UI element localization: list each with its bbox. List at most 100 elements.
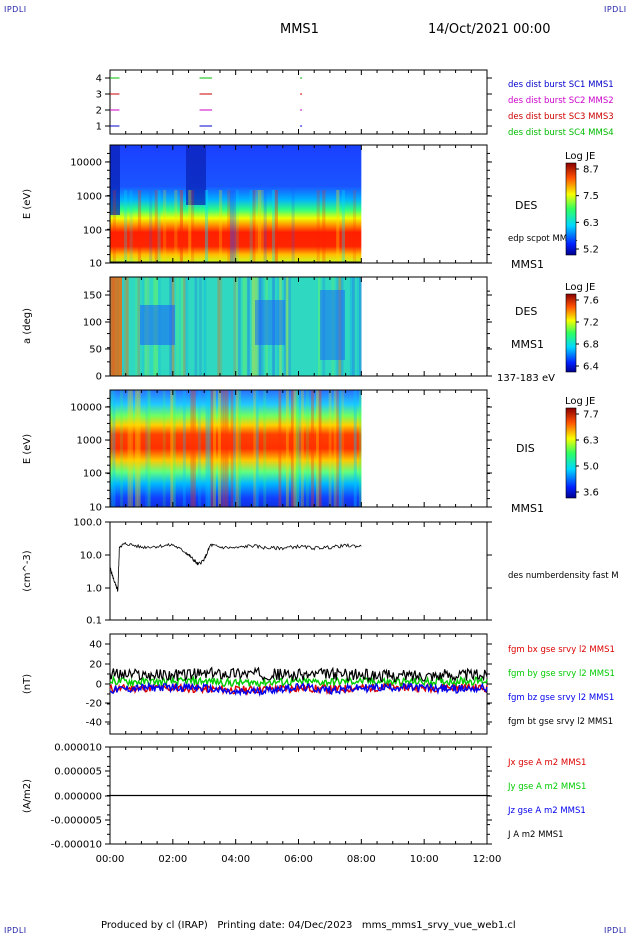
dis-energy-stripe	[223, 390, 227, 507]
dis-energy-stripe	[190, 390, 194, 507]
time-axis-tick-label: 12:00	[473, 854, 502, 865]
dis-energy-stripe	[298, 390, 302, 507]
dis-energy-stripe	[205, 390, 209, 507]
des-pitch-stripe	[194, 277, 198, 376]
des-energy-colorbar-label: 7.5	[583, 191, 599, 202]
bfield-ytick-label: 20	[89, 660, 102, 671]
dis-energy-stripe	[338, 390, 342, 507]
des-pitch-instrument-label: DES	[515, 305, 537, 318]
des-energy-stripe	[227, 190, 231, 263]
des-pitch-stripe	[176, 277, 179, 376]
dis-energy-stripe	[210, 390, 214, 507]
des-pitch-spacecraft-label: MMS1	[511, 338, 544, 351]
des-pitch-ylabel: a (deg)	[22, 308, 33, 344]
des-pitch-stripe	[247, 277, 250, 376]
des-energy-stripe	[204, 190, 209, 263]
des-energy-stripe	[336, 190, 340, 263]
des-pitch-ytick-label: 0	[96, 372, 102, 383]
des-pitch-colorbar-label: 7.6	[583, 296, 599, 307]
current-legend-by: Jy gse A m2 MMS1	[507, 782, 586, 792]
dis-energy-stripe	[197, 390, 201, 507]
des-pitch-stripe	[203, 277, 207, 376]
burst-legend-entry: des dist burst SC4 MMS4	[508, 128, 614, 138]
des-energy-panel: 10000 1000 100 10 E (eV) DES edp scpot MMS1 MMS…	[22, 144, 599, 271]
dis-energy-stripe	[235, 390, 239, 507]
des-pitch-stripe	[356, 277, 360, 376]
des-energy-ytick-label: 100	[83, 226, 102, 237]
time-axis-tick-label: 00:00	[96, 854, 125, 865]
magnetic-field-panel: 40 20 0 -20 -40 (nT) fgm bx gse srvy l2 MMS1 fg…	[22, 633, 615, 735]
dis-energy-stripe	[295, 390, 299, 507]
dis-energy-stripe	[137, 390, 141, 507]
dis-energy-instrument-label: DIS	[516, 442, 535, 455]
dis-energy-spacecraft-label: MMS1	[511, 502, 544, 515]
des-pitch-stripe	[199, 277, 202, 376]
burst-frame	[109, 69, 488, 135]
des-pitch-stripe	[251, 277, 255, 376]
des-pitch-stripe	[183, 277, 186, 376]
dis-energy-stripe	[333, 390, 337, 507]
dis-energy-stripe	[293, 390, 297, 507]
des-pitch-stripe	[137, 277, 141, 376]
dis-energy-stripe	[182, 390, 186, 507]
des-energy-stripe	[252, 190, 256, 263]
des-energy-colorbar-label: 6.3	[583, 218, 599, 229]
time-axis-tick-label: 10:00	[410, 854, 439, 865]
dis-energy-stripe	[336, 390, 340, 507]
des-energy-stripe	[263, 190, 267, 263]
dis-energy-stripe	[233, 390, 237, 507]
des-pitch-stripe	[352, 277, 355, 376]
dis-energy-stripe	[208, 390, 211, 507]
dis-energy-stripe	[230, 390, 234, 507]
dis-energy-stripe	[358, 390, 362, 507]
des-energy-colorbar-title: Log JE	[565, 151, 595, 162]
time-axis-tick-label: 08:00	[347, 854, 376, 865]
dis-energy-stripe	[147, 390, 151, 507]
des-pitch-stripe	[288, 277, 291, 376]
des-pitch-stripe	[219, 277, 223, 376]
des-pitch-stripe	[135, 277, 138, 376]
des-pitch-red-edge	[110, 277, 122, 376]
bfield-series-bt	[109, 666, 488, 684]
density-ytick-label: 0.1	[86, 616, 102, 627]
dis-energy-stripe	[120, 390, 123, 507]
dis-energy-stripe	[110, 390, 113, 507]
burst-ytick-label: 4	[96, 74, 102, 85]
corner-label-top-left: IPDLI	[4, 5, 27, 14]
des-energy-stripe	[149, 190, 153, 263]
des-pitch-panel: 150 100 50 0 a (deg) DES MMS1 137-183 eV Log JE 7…	[22, 276, 599, 384]
des-energy-stripe	[137, 190, 142, 263]
dis-energy-stripe	[220, 390, 224, 507]
dis-energy-stripe	[301, 390, 304, 507]
current-ytick-label: 0.000000	[54, 792, 102, 803]
des-energy-ytick-label: 10000	[70, 158, 102, 169]
burst-legend-entry: des dist burst SC2 MMS2	[508, 96, 614, 106]
dis-energy-colorbar-label: 6.3	[583, 436, 599, 447]
des-energy-stripe	[174, 190, 178, 263]
dis-energy-colorbar-label: 5.0	[583, 462, 599, 473]
des-energy-colorbar-label: 5.2	[583, 245, 599, 256]
des-pitch-stripe	[359, 277, 362, 376]
dis-energy-stripe	[238, 390, 242, 507]
des-energy-ylabel: E (eV)	[22, 189, 33, 219]
des-energy-stripe	[218, 190, 223, 263]
des-energy-instrument-label: DES	[515, 199, 537, 212]
density-frame	[109, 521, 488, 621]
density-line	[109, 541, 362, 592]
dis-energy-stripe	[192, 390, 196, 507]
des-pitch-colorbar-label: 6.4	[583, 362, 599, 373]
des-energy-stripe	[232, 190, 237, 263]
bfield-ytick-label: 0	[96, 680, 102, 691]
bfield-legend-bt: fgm bt gse srvy l2 MMS1	[508, 717, 613, 727]
dis-energy-colorbar	[565, 407, 577, 499]
bfield-legend-bx: fgm bx gse srvy l2 MMS1	[508, 645, 615, 655]
des-energy-ytick-label: 1000	[77, 192, 102, 203]
dis-energy-stripe	[306, 390, 309, 507]
dis-energy-stripe	[112, 390, 116, 507]
des-pitch-blue-patch	[320, 290, 345, 360]
current-legend-bt: J A m2 MMS1	[507, 830, 564, 840]
des-energy-stripe	[258, 190, 262, 263]
des-pitch-stripe	[237, 277, 241, 376]
dis-energy-stripe	[213, 390, 216, 507]
